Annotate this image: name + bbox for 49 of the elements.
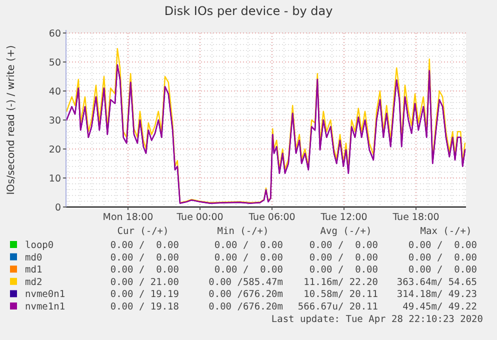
text: 49.45m/ 49.22 xyxy=(402,302,477,312)
y-tick-label: 20 xyxy=(48,144,61,156)
text: 0.00 / 0.00 xyxy=(110,264,180,276)
legend-label: md1 xyxy=(25,264,42,276)
text: 0.00 / 0.00 xyxy=(110,240,180,251)
text: 0.00 / 19.19 xyxy=(110,289,180,300)
text: 0.00 / 19.18 xyxy=(110,302,180,312)
text: 11.16m/ 22.20 xyxy=(304,276,378,288)
text: Cur (-/+) xyxy=(117,226,169,237)
legend-label: nvme1n1 xyxy=(25,302,66,312)
text: 314.18m/ 49.23 xyxy=(396,289,477,300)
text: Max (-/+) xyxy=(420,226,472,237)
y-tick-label: 40 xyxy=(48,86,61,98)
text: 0.00 / 0.00 xyxy=(408,252,478,264)
y-tick-label: 30 xyxy=(48,115,61,126)
y-axis-title: IOs/second read (-) / write (+) xyxy=(6,45,17,195)
text: 566.67u/ 20.11 xyxy=(298,302,378,312)
text: 0.00 / 0.00 xyxy=(408,240,478,251)
text: 0.00 / 0.00 xyxy=(214,252,284,264)
text: 0.00 / 21.00 xyxy=(110,276,180,288)
text: Last update: Tue Apr 28 22:10:23 2020 xyxy=(271,314,484,325)
text: 363.64m/ 54.65 xyxy=(396,276,477,288)
text: 0.00 /676.20m xyxy=(208,302,284,312)
x-tick-label: Tue 00:00 xyxy=(176,212,224,223)
text: 0.00 / 0.00 xyxy=(214,240,284,251)
legend-label: loop0 xyxy=(25,240,54,251)
text: 0.00 / 0.00 xyxy=(408,264,478,276)
legend-label: md0 xyxy=(25,252,42,264)
text: Min (-/+) xyxy=(217,226,269,237)
y-tick-label: 50 xyxy=(48,57,61,68)
x-tick-label: Tue 12:00 xyxy=(320,212,368,223)
text: 0.00 / 0.00 xyxy=(214,264,284,276)
x-tick-label: Tue 06:00 xyxy=(248,212,296,223)
chart-title: Disk IOs per device - by day xyxy=(164,4,333,18)
x-tick-label: Tue 18:00 xyxy=(392,212,440,223)
text: 0.00 / 0.00 xyxy=(309,264,378,276)
x-tick-label: Mon 18:00 xyxy=(102,212,154,223)
text: 0.00 /676.20m xyxy=(208,289,284,300)
legend-label: nvme0n1 xyxy=(25,289,66,300)
legend-label: md2 xyxy=(25,276,42,288)
y-tick-label: 0 xyxy=(54,202,61,214)
y-tick-label: 10 xyxy=(48,173,61,184)
text: 0.00 /585.47m xyxy=(208,276,284,288)
y-tick-label: 60 xyxy=(48,28,61,40)
text: Avg (-/+) xyxy=(320,226,372,237)
text: 0.00 / 0.00 xyxy=(309,252,378,264)
text: 0.00 / 0.00 xyxy=(309,240,378,251)
text: 10.58m/ 20.11 xyxy=(304,289,378,300)
text: 0.00 / 0.00 xyxy=(110,252,180,264)
